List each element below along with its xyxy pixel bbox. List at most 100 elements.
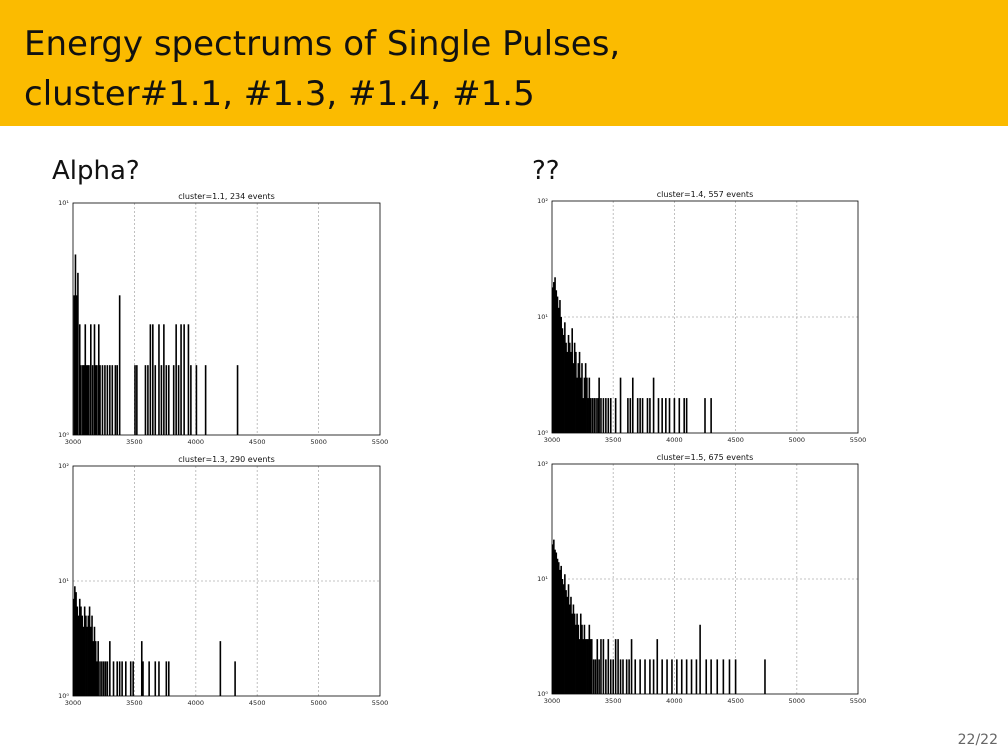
chart-cluster-1-4: 3000 3500 4000 4500 5000 5500 10⁰ 10¹ 10² cluster… xyxy=(537,190,866,444)
histogram-bar xyxy=(78,324,81,435)
x-tick-label: 4000 xyxy=(188,438,205,446)
histogram-bar xyxy=(639,659,641,694)
histogram-bar xyxy=(622,659,624,694)
plot-frame xyxy=(72,465,381,697)
histogram-bar xyxy=(101,661,103,696)
plot-frame xyxy=(72,202,381,436)
histogram-bar xyxy=(77,615,80,696)
histogram-bar xyxy=(661,398,663,433)
histogram-bar xyxy=(99,661,101,696)
histogram-bar xyxy=(554,549,556,694)
slide-title-line-2: cluster#1.1, #1.3, #1.4, #1.5 xyxy=(24,74,535,114)
histogram-bar xyxy=(82,365,84,435)
histogram-bar xyxy=(704,398,706,433)
histogram-bar xyxy=(116,365,119,435)
histogram-bar xyxy=(661,659,663,694)
histogram-bar xyxy=(592,659,595,694)
x-tick-label: 5000 xyxy=(789,697,806,705)
histogram-bar xyxy=(204,365,207,435)
histogram-bar xyxy=(573,342,576,433)
histogram-bar xyxy=(114,365,117,435)
histogram-bar xyxy=(652,377,655,433)
histogram-bar xyxy=(158,324,160,435)
histogram-bar xyxy=(93,324,96,435)
histogram-bar xyxy=(576,613,578,694)
histogram-bar xyxy=(561,328,564,433)
histogram-bar xyxy=(583,624,586,694)
histogram-bar xyxy=(165,365,168,435)
histogram-bar xyxy=(565,342,567,433)
histogram-bar xyxy=(568,604,571,694)
histogram-bar xyxy=(607,398,610,433)
y-tick-label: 10⁰ xyxy=(537,690,548,698)
histogram-bar xyxy=(102,661,105,696)
histogram-bar xyxy=(147,365,149,435)
left-column-label: Alpha? xyxy=(52,156,140,186)
x-tick-label: 3500 xyxy=(126,699,143,707)
x-tick-label: 5000 xyxy=(310,699,327,707)
histogram-bar xyxy=(584,363,587,433)
histogram-bar xyxy=(83,365,85,435)
histogram-bar xyxy=(646,398,649,433)
histogram-bar xyxy=(190,365,192,435)
histogram-bar xyxy=(116,661,119,696)
histogram-bar xyxy=(142,661,144,696)
histogram-bar xyxy=(555,552,558,694)
histogram-bar xyxy=(577,624,580,694)
histogram-bar xyxy=(118,295,121,435)
histogram-bar xyxy=(582,639,585,694)
histogram-bar xyxy=(167,661,170,696)
histogram-bar xyxy=(76,606,79,696)
histogram-bar xyxy=(571,613,573,694)
histogram-bar xyxy=(78,598,81,696)
histogram-bar xyxy=(665,398,667,433)
histogram-bar xyxy=(567,334,570,433)
x-tick-label: 3500 xyxy=(605,436,622,444)
histogram-bar xyxy=(566,596,569,694)
histogram-bar xyxy=(584,639,587,694)
histogram-bar xyxy=(602,639,605,694)
histogram-bar xyxy=(572,604,575,694)
histogram-bar xyxy=(132,661,134,696)
x-tick-label: 5500 xyxy=(372,438,389,446)
histogram-bar xyxy=(575,351,577,433)
histogram-bar xyxy=(83,606,86,696)
histogram-bar xyxy=(636,398,639,433)
histogram-bar xyxy=(678,398,681,433)
histogram-bar xyxy=(596,639,599,694)
histogram-bar xyxy=(619,377,622,433)
histogram-bar xyxy=(93,626,96,696)
x-tick-label: 3000 xyxy=(65,699,82,707)
histogram-bar xyxy=(167,365,170,435)
histogram-bar xyxy=(125,661,127,696)
x-tick-label: 4500 xyxy=(249,699,266,707)
histogram-bar xyxy=(598,377,600,433)
histogram-bar xyxy=(94,365,97,435)
histogram-bar xyxy=(91,615,93,696)
histogram-bar xyxy=(85,365,88,435)
histogram-bar xyxy=(152,324,154,435)
histogram-bar xyxy=(631,377,634,433)
histogram-bar xyxy=(80,365,82,435)
histogram-bar xyxy=(112,661,115,696)
histogram-bar xyxy=(90,626,92,696)
histogram-bar xyxy=(104,661,107,696)
histogram-bar xyxy=(106,365,109,435)
histogram-bar xyxy=(99,365,101,435)
histogram-bar xyxy=(106,661,109,696)
histogram-bar xyxy=(666,659,668,694)
histogram-bar xyxy=(555,290,558,433)
histogram-bar xyxy=(87,615,90,696)
histogram-bar xyxy=(577,363,580,433)
histogram-bar xyxy=(619,659,622,694)
histogram-bar xyxy=(680,659,683,694)
histogram-bar xyxy=(588,624,591,694)
histogram-bar xyxy=(567,584,570,694)
histogram-bar xyxy=(649,398,651,433)
histogram-bar xyxy=(88,606,91,696)
histogram-bar xyxy=(74,254,77,435)
histogram-bar xyxy=(553,539,555,694)
histogram-bar xyxy=(617,639,619,694)
y-tick-label: 10¹ xyxy=(58,577,69,585)
histogram-bar xyxy=(91,365,94,435)
